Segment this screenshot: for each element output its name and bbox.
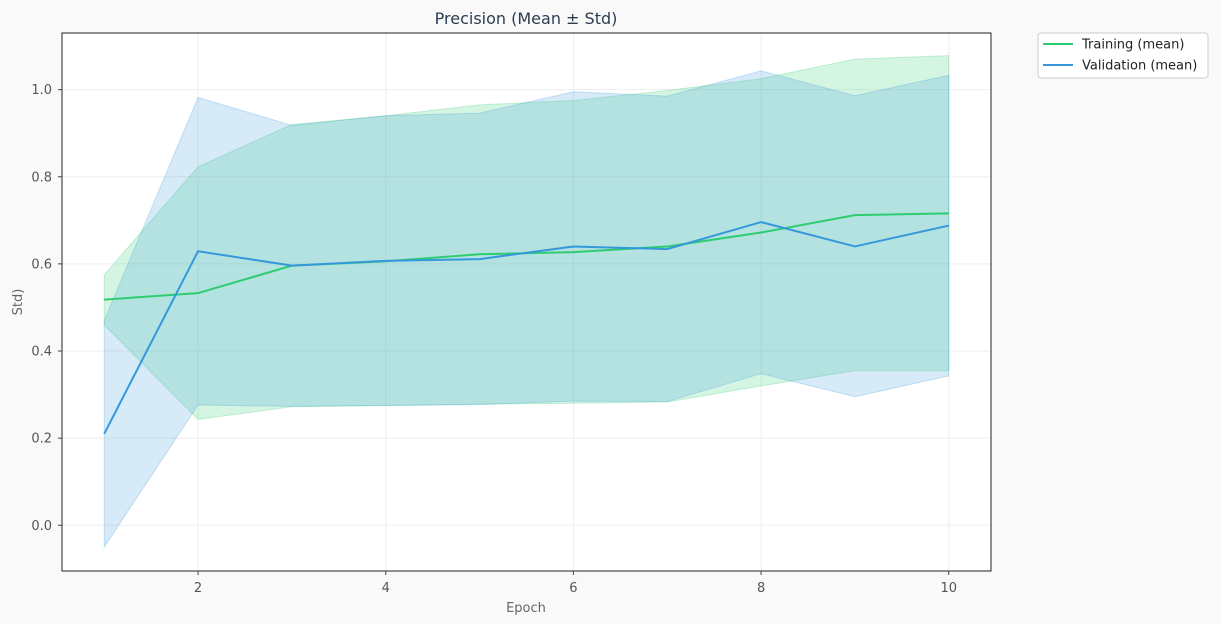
y-tick-label-4: 0.8 <box>31 170 52 185</box>
std-bands <box>103 55 950 549</box>
x-tick-label-4: 10 <box>940 581 957 596</box>
x-tick-label-0: 2 <box>194 581 202 596</box>
x-tick-label-2: 6 <box>569 581 577 596</box>
legend-box <box>1037 32 1209 79</box>
x-tick-label-1: 4 <box>382 581 390 596</box>
y-tick-label-5: 1.0 <box>31 83 52 98</box>
y-tick-label-0: 0.0 <box>31 519 52 534</box>
y-axis-label: Std) <box>11 289 26 316</box>
y-axis-ticks: 0.0 0.2 0.4 0.6 0.8 1.0 <box>31 83 62 534</box>
plot-frame <box>61 32 992 572</box>
grid-lines <box>62 33 991 571</box>
std-band-1 <box>103 70 950 549</box>
x-tick-label-3: 8 <box>757 581 765 596</box>
mean-lines <box>103 212 949 435</box>
std-band-0 <box>103 55 950 420</box>
y-tick-label-2: 0.4 <box>31 345 52 360</box>
plot-area <box>62 33 991 571</box>
y-tick-label-3: 0.6 <box>31 257 52 272</box>
mean-line-1 <box>103 221 949 435</box>
x-axis-label: Epoch <box>506 601 546 616</box>
legend-label-training: Training (mean) <box>1081 38 1184 53</box>
y-tick-label-1: 0.2 <box>31 432 52 447</box>
legend-label-validation: Validation (mean) <box>1082 59 1197 74</box>
x-axis-ticks: 2 4 6 8 10 <box>194 571 957 596</box>
legend: Training (mean) Validation (mean) <box>1037 32 1209 79</box>
chart-title: Precision (Mean ± Std) <box>435 9 618 28</box>
